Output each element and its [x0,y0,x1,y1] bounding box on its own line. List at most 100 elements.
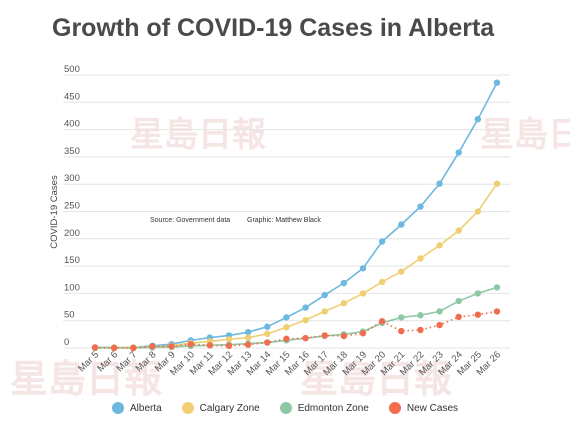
data-point [244,334,252,341]
data-point [302,304,309,311]
data-point [359,330,367,337]
data-point [283,314,290,321]
data-point [264,339,271,346]
data-point [149,343,156,350]
data-point [206,342,214,349]
data-point [398,314,405,321]
data-point [225,342,233,350]
data-point [417,326,424,334]
y-tick-label: 300 [64,173,80,184]
data-point [321,332,328,339]
series-edmonton-zone [91,284,501,352]
legend-swatch [279,402,292,414]
legend-item[interactable]: Calgary Zone [181,402,260,414]
y-tick-label: 400 [64,119,80,130]
watermark-text-bottom-left: 星島日報 [10,359,162,400]
y-tick-label: 500 [64,64,80,75]
data-point [264,330,271,338]
data-point [244,341,252,348]
data-point [398,221,405,228]
data-point [474,311,482,318]
legend-label: New Cases [406,402,459,414]
data-point [283,324,290,331]
source-note: Source: Government data [150,217,230,224]
legend-swatch [111,402,124,414]
data-point [302,334,309,342]
data-point [359,290,367,297]
data-point [398,327,405,335]
data-point [455,313,462,321]
data-point [168,343,175,350]
data-point [455,149,462,156]
legend-swatch [181,402,194,414]
series-line [95,82,498,349]
legend-label: Calgary Zone [199,402,260,414]
legend-item[interactable]: New Cases [388,402,459,414]
data-point [187,340,194,348]
data-point [417,255,424,262]
data-point [340,332,348,340]
legend-swatch [388,402,401,414]
watermark-text-bottom-center: 星島日報 [300,359,452,400]
data-point [436,321,443,329]
data-point [493,180,501,187]
watermark-text-right: 星島日報 [480,116,570,154]
data-point [359,265,367,272]
y-gridlines [63,74,510,349]
data-point [455,227,462,234]
chart-legend: Alberta Calgary Zone Edmonton Zone New Case… [0,402,570,414]
data-point [283,335,290,342]
data-point [474,290,482,297]
data-point [493,308,501,315]
data-point [398,268,405,275]
data-point [417,203,424,210]
data-point [436,180,443,187]
series-new-cases [91,308,501,352]
data-point [378,318,386,325]
data-point [417,312,424,319]
y-tick-label: 450 [64,91,80,102]
data-point [110,344,118,352]
data-point [91,344,99,351]
y-tick-label: 350 [64,146,80,157]
chart-title: Growth of COVID-19 Cases in Alberta [52,14,495,42]
legend-label: Edmonton Zone [297,402,369,414]
y-axis-label: COVID-19 Cases [49,175,60,249]
data-point [225,336,233,343]
legend-item[interactable]: Edmonton Zone [279,402,369,414]
data-point [244,328,252,336]
data-point [321,308,328,315]
data-point [455,297,462,305]
data-series [91,79,501,352]
y-tick-label: 250 [64,201,80,212]
data-point [474,208,482,215]
data-point [340,300,348,307]
data-point [302,316,309,324]
series-line [95,286,498,349]
legend-label: Alberta [129,402,162,414]
data-point [493,79,501,86]
data-point [436,308,443,315]
data-point [378,278,386,286]
y-tick-labels: 0 50 100 150 200 250 300 350 400 450 500 [64,64,80,348]
series-line [94,310,498,349]
y-tick-label: 0 [64,337,69,348]
watermark: 星島日報 星島日報 星島日報 星島日報 [10,116,570,400]
data-point [474,116,482,123]
y-tick-label: 100 [64,282,80,293]
data-point [493,284,501,291]
y-tick-label: 50 [64,310,75,321]
data-point [321,291,328,299]
series-line [94,183,498,349]
legend-item[interactable]: Alberta [111,402,162,414]
data-point [130,344,137,352]
line-chart: 星島日報 星島日報 星島日報 星島日報 0 50 100 150 200 250 300 35… [10,64,570,400]
y-tick-label: 200 [64,228,80,239]
y-tick-label: 150 [64,255,80,266]
graphic-note: Graphic: Matthew Black [247,217,321,224]
data-point [340,279,348,287]
data-point [436,242,443,249]
data-point [264,323,271,330]
watermark-text: 星島日報 [130,116,266,154]
